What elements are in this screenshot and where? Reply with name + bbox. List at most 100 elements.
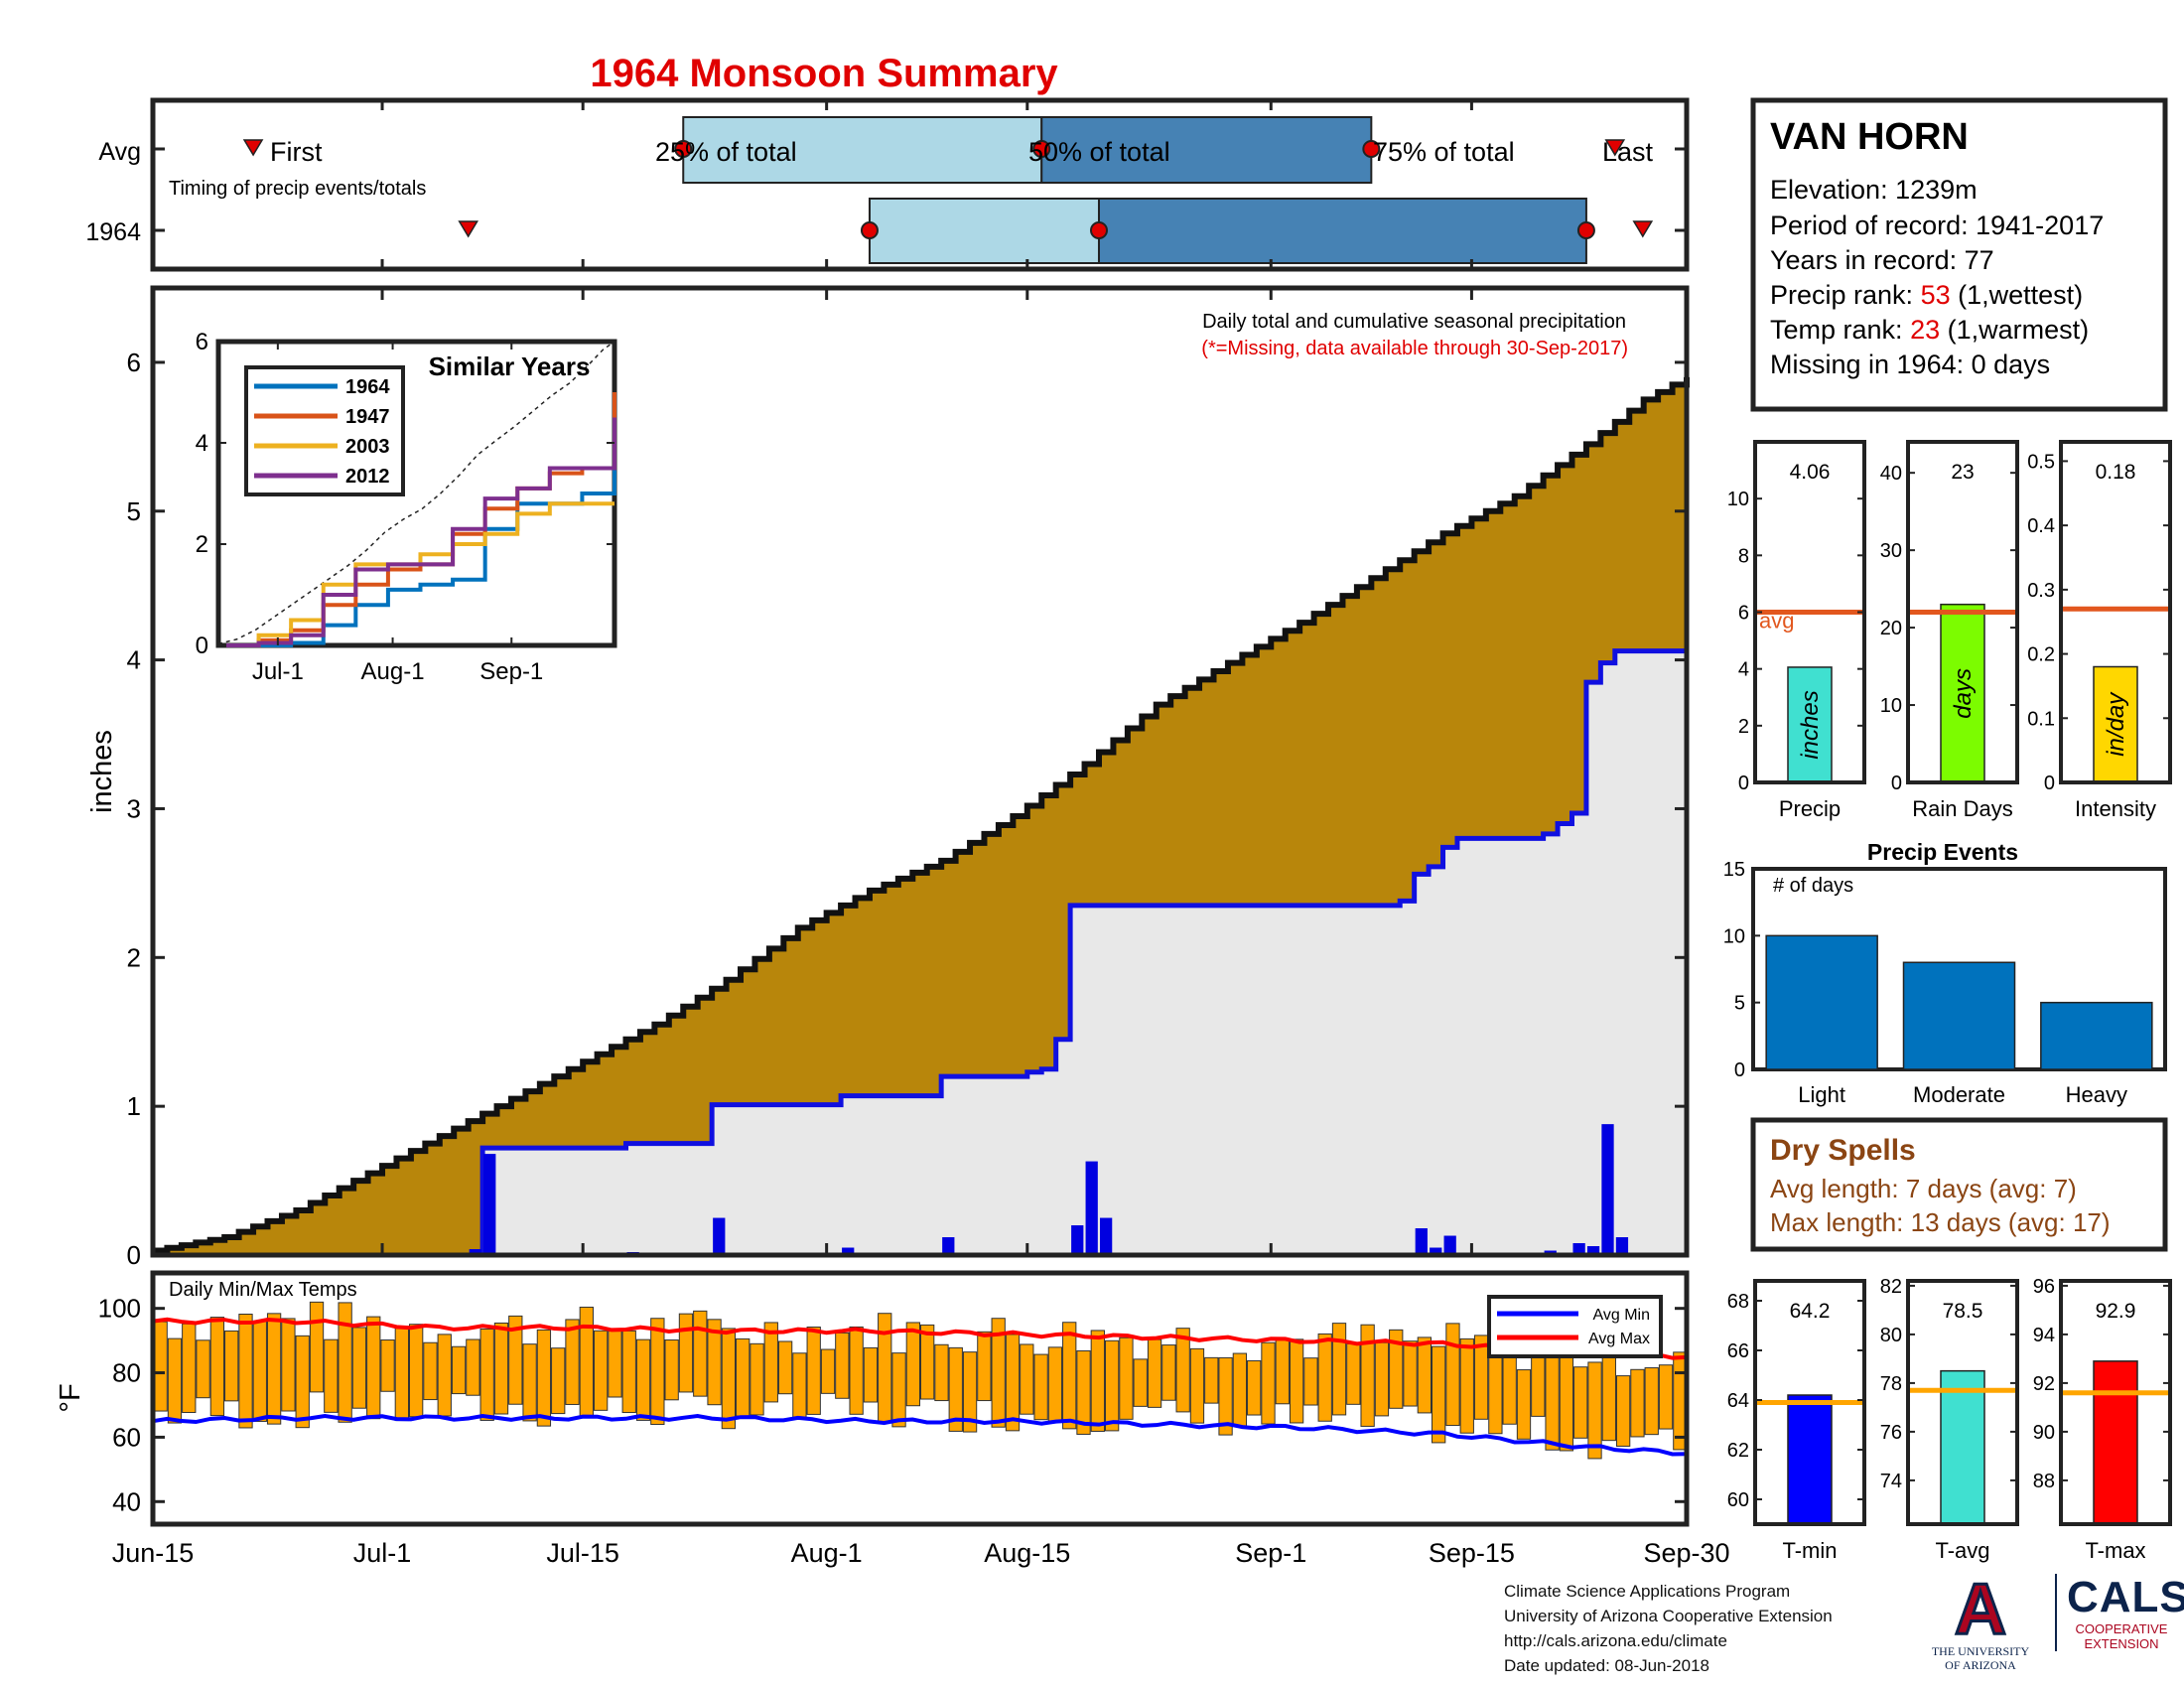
daily-temp-bar [451, 1345, 467, 1395]
daily-temp-bar [1161, 1344, 1176, 1401]
daily-temp-bar [1658, 1364, 1674, 1430]
precip-events-panel: Precip Events Light Moderate Heavy 0 5 10 15 #… [1723, 839, 2167, 1107]
temp-legend-box [1487, 1295, 1663, 1358]
inset-legend-label: 2003 [345, 436, 390, 458]
daily-temp-bar [693, 1310, 708, 1397]
daily-temp-bar [1104, 1339, 1120, 1432]
daily-temp-bar [1047, 1346, 1063, 1423]
daily-temp-bar [409, 1324, 424, 1418]
daily-temp-bar [608, 1331, 622, 1398]
x-tick-label: Sep-1 [1235, 1538, 1306, 1568]
small-chart-ytick-label: 4 [1738, 659, 1749, 681]
stat-bar-chart-rain-days: 0 10 20 30 40 23 days Rain Days [1880, 440, 2019, 821]
small-chart-ytick-label: 0 [1891, 773, 1902, 794]
small-chart-ytick-label: 76 [1880, 1422, 1902, 1444]
daily-temp-bar [962, 1351, 978, 1433]
small-chart-frame [2059, 1279, 2172, 1526]
daily-precip-bar [1071, 1225, 1084, 1255]
small-chart-ytick-label: 20 [1880, 618, 1902, 639]
footer-line-3: http://cals.arizona.edu/climate [1504, 1631, 1727, 1650]
daily-temp-bar [1232, 1352, 1248, 1427]
small-chart-ytick-label: 0.2 [2027, 644, 2055, 666]
daily-temp-bar [678, 1313, 694, 1393]
timing-row-label-year: 1964 [85, 218, 141, 246]
station-period: Period of record: 1941-2017 [1770, 211, 2104, 240]
daily-temp-bar [750, 1342, 764, 1416]
inset-legend-label: 1947 [345, 406, 390, 428]
daily-temp-bar [366, 1316, 381, 1420]
timing-percentile-marker [674, 140, 693, 158]
daily-temp-bar [763, 1322, 778, 1403]
precip-events-category-label: Moderate [1913, 1082, 2005, 1107]
small-chart-ytick-label: 62 [1727, 1440, 1749, 1462]
x-tick-label: Aug-1 [791, 1538, 863, 1568]
precip-events-bar [1765, 934, 1878, 1070]
daily-temp-bar [1247, 1360, 1262, 1416]
small-chart-ytick-label: 92 [2033, 1373, 2055, 1395]
daily-temp-bar [736, 1337, 751, 1417]
inset-ytick-label: 6 [196, 329, 208, 355]
precip-ytick-label: 2 [127, 942, 141, 972]
daily-temp-bar [891, 1352, 906, 1428]
year-cumulative-line [153, 648, 1687, 1258]
small-chart-label: T-min [1783, 1538, 1838, 1563]
precip-events-title: Precip Events [1867, 839, 2018, 865]
daily-precip-bar [469, 1249, 481, 1255]
daily-temp-bar [309, 1301, 325, 1393]
daily-temp-bar [1403, 1340, 1418, 1407]
small-chart-ytick-label: 96 [2033, 1276, 2055, 1298]
precip-ytick-label: 3 [127, 793, 141, 823]
temp-ytick-label: 40 [112, 1486, 141, 1516]
precip-events-ytick-label: 5 [1734, 993, 1745, 1015]
timing-first-last-marker [458, 220, 478, 238]
station-precip-rank: Precip rank: 53 (1,wettest) [1770, 280, 2083, 310]
daily-temp-bar [536, 1329, 552, 1427]
small-chart-label: Rain Days [1912, 796, 2012, 821]
small-chart-ytick-label: 88 [2033, 1471, 2055, 1492]
cals-coop-2: EXTENSION [2084, 1636, 2159, 1651]
footer-line-1: Climate Science Applications Program [1504, 1582, 1791, 1601]
temp-bar-chart-t-avg: 74 76 78 80 82 78.5 T-avg [1880, 1276, 2019, 1563]
daily-temp-bar [1559, 1343, 1574, 1452]
daily-temp-bar [1119, 1336, 1134, 1420]
station-info-box: VAN HORN Elevation: 1239m Period of reco… [1750, 97, 2168, 412]
temp-bar-chart-t-min: 60 62 64 66 68 64.2 T-min [1727, 1279, 1866, 1563]
precip-note-2: (*=Missing, data available through 30-Se… [1201, 338, 1628, 359]
daily-temp-bar [1573, 1366, 1588, 1439]
timing-percentile-marker [1576, 221, 1595, 239]
daily-temp-bar [1473, 1335, 1489, 1420]
daily-precip-bar [1586, 1246, 1600, 1255]
university-of-arizona-logo: A THE UNIVERSITY OF ARIZONA [1911, 1569, 2050, 1673]
avg-cumulative-line [153, 376, 1690, 1254]
daily-temp-bar [508, 1315, 523, 1405]
daily-temp-bar [1630, 1368, 1645, 1438]
daily-temp-bar [1090, 1330, 1105, 1432]
station-info-frame [1750, 97, 2168, 412]
daily-temp-bar [551, 1347, 566, 1415]
timing-p50-label: 50% of total [1028, 137, 1170, 167]
daily-precip-bar [713, 1217, 726, 1255]
precip-events-ytick-label: 10 [1723, 925, 1745, 947]
daily-temp-bar [1261, 1341, 1276, 1425]
daily-temp-bar [437, 1334, 452, 1417]
year-cumulative-area [153, 650, 1687, 1255]
daily-temp-bar [707, 1319, 722, 1406]
daily-temp-bar [1147, 1338, 1162, 1408]
timing-percentile-marker [1089, 221, 1108, 239]
legend-avg-min: Avg Min [1592, 1307, 1650, 1324]
temp-bar-chart-t-max: 88 90 92 94 96 92.9 T-max [2033, 1276, 2172, 1563]
timing-first-last-marker [1604, 139, 1626, 157]
precip-events-bar [2040, 1001, 2153, 1070]
daily-temp-bar [1432, 1345, 1446, 1444]
daily-precip-bar [1572, 1243, 1585, 1255]
daily-temp-bar [1644, 1367, 1659, 1436]
daily-temp-bar [1331, 1323, 1347, 1416]
chart-title: 1964 Monsoon Summary [590, 52, 1058, 95]
similar-years-inset: 0 2 4 6 Jul-1 Aug-1 Sep-1 Similar Years 1964 19… [196, 329, 617, 685]
daily-temp-bar [1615, 1375, 1631, 1447]
daily-temp-bar [1587, 1361, 1602, 1460]
daily-temp-bar [1005, 1334, 1021, 1432]
daily-temp-bar [1076, 1349, 1091, 1435]
dry-spells-max: Max length: 13 days (avg: 17) [1770, 1207, 2111, 1237]
small-chart-frame [2059, 440, 2172, 784]
